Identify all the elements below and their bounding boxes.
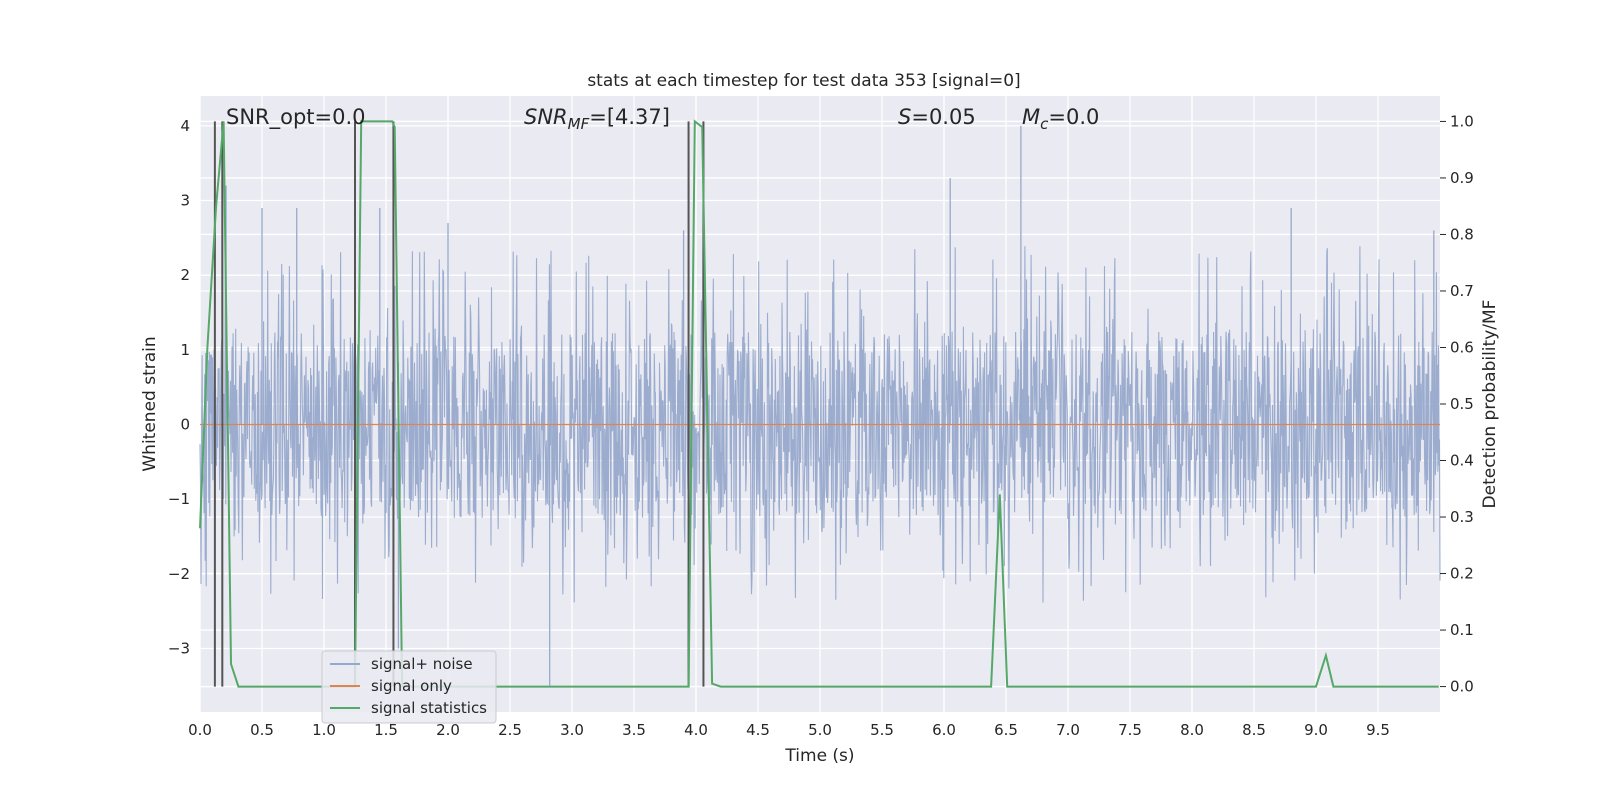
legend-box <box>321 650 497 724</box>
y-tick-label: 1 <box>180 341 190 359</box>
x-tick-label: 4.5 <box>746 721 770 739</box>
x-tick-label: 3.0 <box>560 721 584 739</box>
y2-tick-label: 0.3 <box>1450 508 1474 526</box>
x-tick-label: 9.0 <box>1304 721 1328 739</box>
x-axis-ticks: 0.0 0.5 1.0 1.5 2.0 2.5 3.0 3.5 4.0 4.5 5.0 5.5 6.0 6… <box>188 721 1390 739</box>
y-axis-label: Whitened strain <box>140 336 160 471</box>
x-tick-label: 2.5 <box>498 721 522 739</box>
y-tick-label: 0 <box>180 416 190 434</box>
y2-tick-label: 0.7 <box>1450 282 1474 300</box>
annotation-snr-opt: SNR_opt=0.0 <box>226 105 366 130</box>
x-tick-label: 7.5 <box>1118 721 1142 739</box>
annotation-s: S=0.05 <box>898 105 976 129</box>
x-tick-label: 3.5 <box>622 721 646 739</box>
annotation-s-main: S <box>898 105 911 129</box>
series-signal-noise-line <box>199 246 1441 603</box>
y-axis-ticks: 4 3 2 1 0 −1 −2 −3 <box>168 117 190 658</box>
annotation-snr-mf-main: SNR <box>524 105 568 129</box>
y2-tick-label: 0.2 <box>1450 565 1474 583</box>
y2-tick-label: 0.0 <box>1450 678 1474 696</box>
x-tick-label: 0.5 <box>250 721 274 739</box>
x-tick-label: 0.0 <box>188 721 212 739</box>
y-tick-label: 4 <box>180 117 190 135</box>
y2-axis-ticks: 1.0 0.9 0.8 0.7 0.6 0.5 0.4 0.3 0.2 0.1 0.0 <box>1440 112 1474 696</box>
y2-tick-label: 0.9 <box>1450 169 1474 187</box>
y2-tick-label: 0.4 <box>1450 452 1474 470</box>
y2-tick-label: 1.0 <box>1450 112 1474 130</box>
annotation-mc: Mc=0.0 <box>1022 105 1099 133</box>
annotation-snr-mf-sub: MF <box>568 115 590 133</box>
annotation-mc-value: =0.0 <box>1048 105 1099 129</box>
legend-label-signal-statistics: signal statistics <box>371 699 487 717</box>
x-tick-label: 2.0 <box>436 721 460 739</box>
y2-tick-label: 0.5 <box>1450 395 1474 413</box>
y2-tick-label: 0.6 <box>1450 338 1474 356</box>
y-tick-label: −2 <box>168 565 190 583</box>
x-tick-label: 8.0 <box>1180 721 1204 739</box>
series-signal-noise <box>199 125 1441 686</box>
y-tick-label: −1 <box>168 490 190 508</box>
vertical-markers <box>213 121 705 687</box>
y-tick-label: 2 <box>180 266 190 284</box>
y2-tick-label: 0.1 <box>1450 621 1474 639</box>
series-signal-statistics-line <box>199 119 1439 688</box>
annotation-mc-sub: c <box>1040 115 1049 133</box>
annotation-s-value: =0.05 <box>911 105 975 129</box>
x-tick-label: 9.5 <box>1366 721 1390 739</box>
annotation-mc-main: M <box>1022 105 1040 129</box>
x-tick-label: 1.0 <box>312 721 336 739</box>
y2-axis-label: Detection probability/MF <box>1480 300 1500 509</box>
series-signal-statistics <box>199 119 1439 688</box>
x-tick-label: 5.5 <box>870 721 894 739</box>
y2-tick-label: 0.8 <box>1450 225 1474 243</box>
x-tick-label: 4.0 <box>684 721 708 739</box>
x-tick-label: 5.0 <box>808 721 832 739</box>
x-tick-label: 8.5 <box>1242 721 1266 739</box>
y-tick-label: −3 <box>168 640 190 658</box>
x-tick-label: 1.5 <box>374 721 398 739</box>
x-tick-label: 6.0 <box>932 721 956 739</box>
legend: signal+ noise signal only signal statist… <box>321 650 497 724</box>
x-tick-label: 6.5 <box>994 721 1018 739</box>
x-tick-label: 7.0 <box>1056 721 1080 739</box>
x-axis-label: Time (s) <box>784 746 854 766</box>
chart-title: stats at each timestep for test data 353… <box>587 71 1020 91</box>
legend-label-signal-only: signal only <box>371 677 452 695</box>
y-tick-label: 3 <box>180 192 190 210</box>
annotation-snr-mf: SNRMF=[4.37] <box>524 105 670 133</box>
legend-label-signal-noise: signal+ noise <box>371 655 473 673</box>
annotation-snr-mf-value: =[4.37] <box>589 105 670 129</box>
